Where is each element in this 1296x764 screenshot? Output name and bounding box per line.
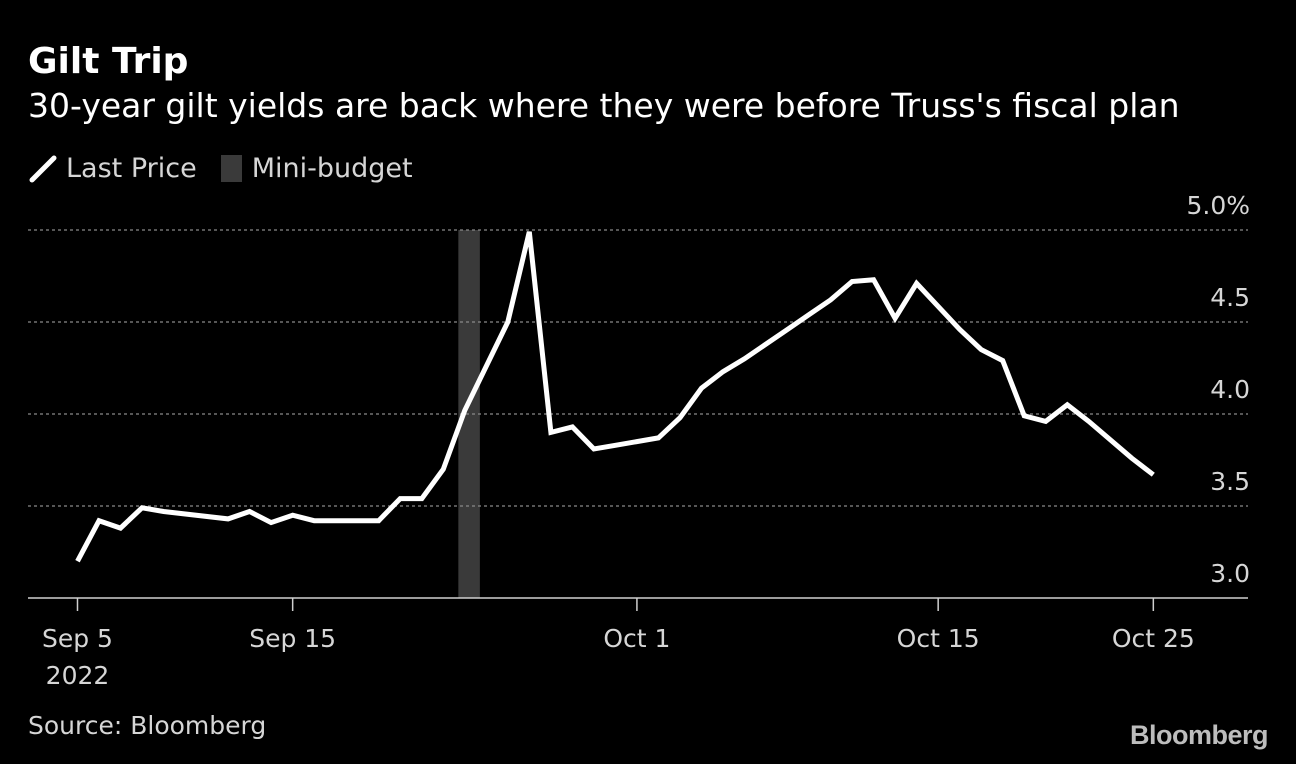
chart-subtitle: 30-year gilt yields are back where they … (28, 86, 1180, 125)
y-tick-label: 4.5 (1210, 283, 1250, 312)
x-tick-label: Oct 25 (1112, 624, 1195, 653)
legend-item-last-price: Last Price (28, 150, 197, 186)
y-tick-label: 3.0 (1210, 559, 1250, 588)
x-tick-label: Sep 5 (42, 624, 113, 653)
chart-title: Gilt Trip (28, 41, 189, 82)
bloomberg-logo: Bloomberg (1129, 720, 1269, 750)
x-tick-label: Oct 15 (897, 624, 980, 653)
source-note: Source: Bloomberg (28, 711, 267, 740)
series-line-last-price (75, 231, 1155, 563)
legend-label-last-price: Last Price (66, 152, 197, 184)
x-tick-label: Oct 1 (603, 624, 670, 653)
legend-label-mini-budget: Mini-budget (251, 152, 413, 184)
y-tick-label: 3.5 (1210, 467, 1250, 496)
x-tick-sublabel: 2022 (46, 661, 110, 690)
line-swatch-icon (29, 155, 57, 183)
legend-item-mini-budget: Mini-budget (220, 152, 413, 184)
band-swatch-icon (220, 154, 242, 182)
legend: Last Price Mini-budget (28, 150, 437, 186)
x-tick-label: Sep 15 (249, 624, 336, 653)
y-tick-label: 5.0% (1186, 191, 1250, 220)
y-tick-label: 4.0 (1210, 375, 1250, 404)
